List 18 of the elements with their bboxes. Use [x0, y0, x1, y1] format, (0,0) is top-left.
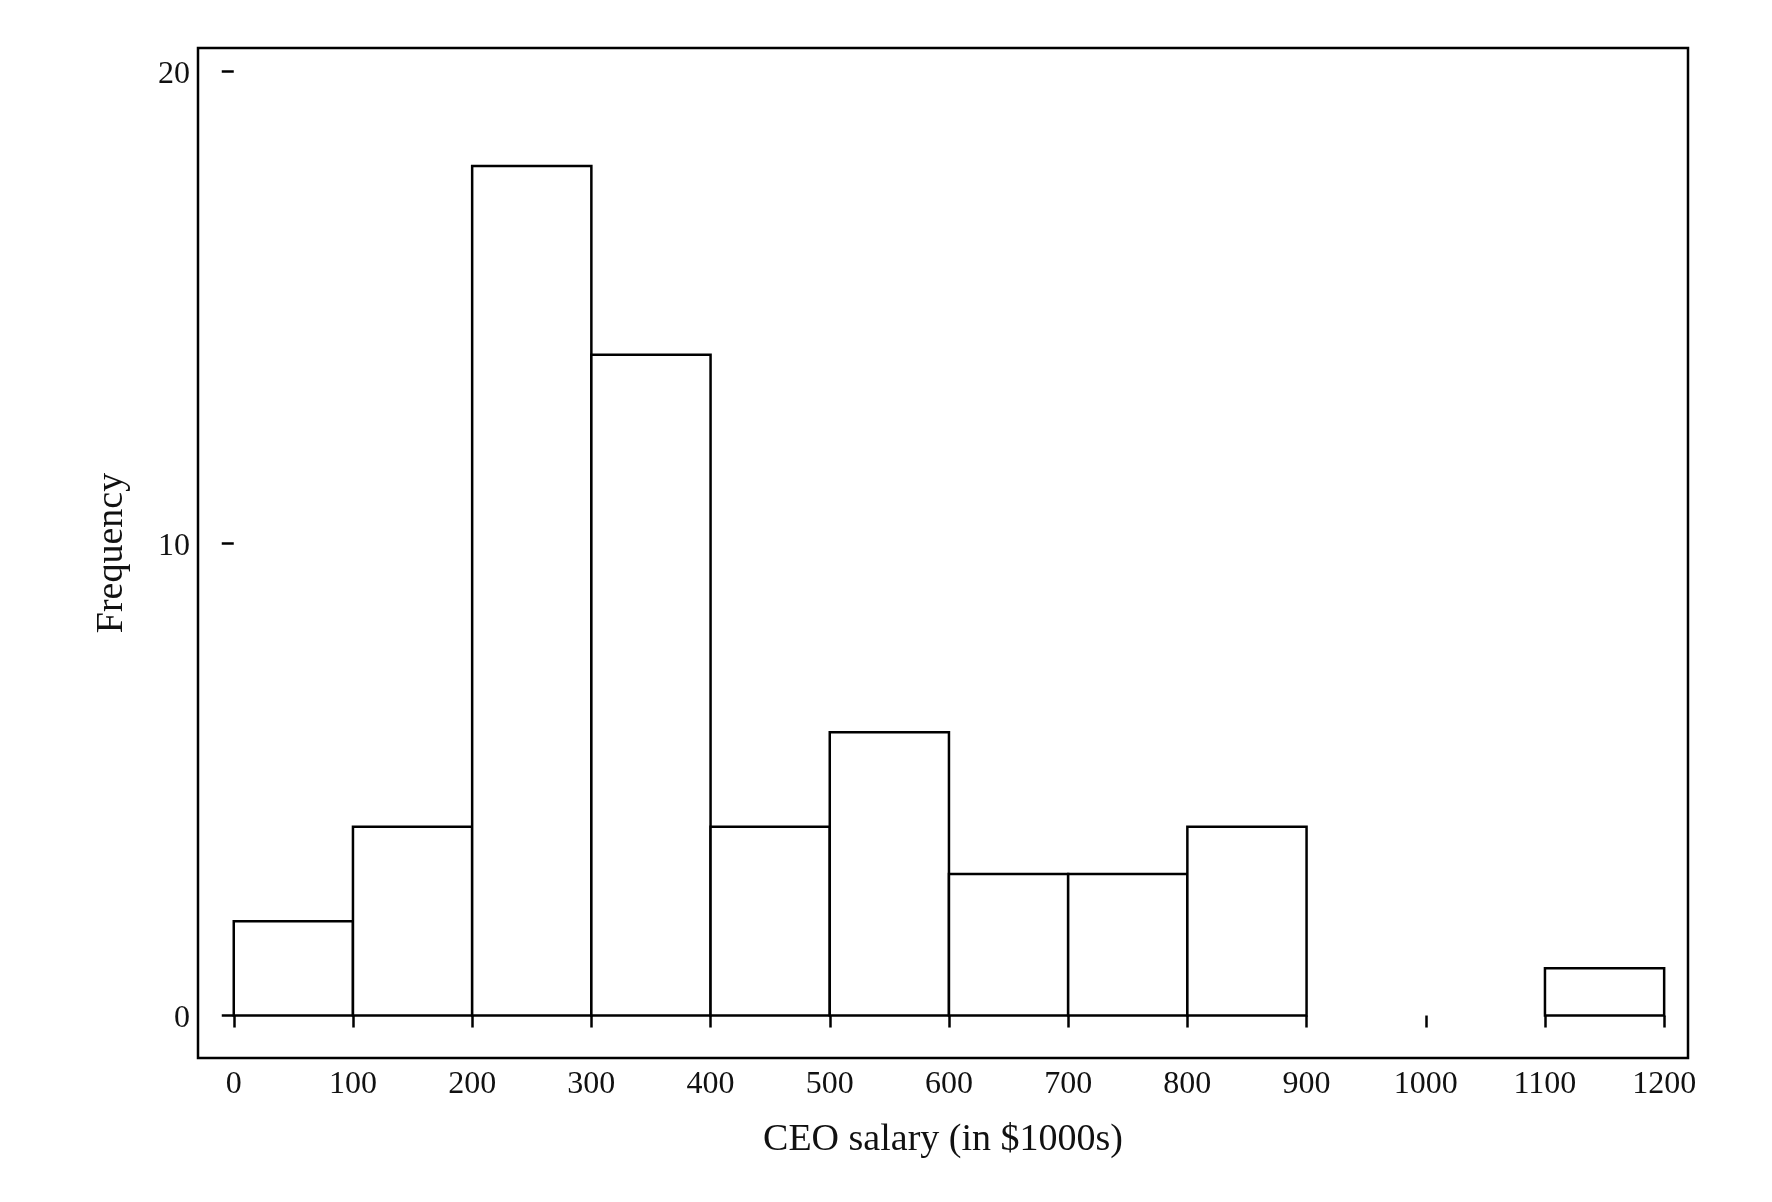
x-tick-label: 100 — [328, 1064, 377, 1100]
x-axis-title: CEO salary (in $1000s) — [763, 1116, 1123, 1159]
x-tick-label: 1000 — [1393, 1064, 1458, 1100]
x-tick-label: 700 — [1044, 1064, 1093, 1100]
x-tick-label: 1200 — [1632, 1064, 1697, 1100]
y-tick-label: 0 — [174, 997, 190, 1034]
x-tick-label: 600 — [924, 1064, 973, 1100]
x-tick-label: 200 — [448, 1064, 497, 1100]
x-tick-label: 400 — [686, 1064, 735, 1100]
x-tick-label: 300 — [567, 1064, 616, 1100]
x-tick-label: 900 — [1282, 1064, 1331, 1100]
x-tick-label: 1100 — [1513, 1064, 1577, 1100]
x-tick-label: 0 — [225, 1064, 242, 1100]
y-axis-title: Frequency — [88, 472, 130, 634]
x-tick-label: 500 — [805, 1064, 854, 1100]
y-tick-label: 20 — [158, 53, 190, 90]
x-tick-label: 800 — [1163, 1064, 1212, 1100]
y-tick-label: 10 — [158, 525, 190, 562]
